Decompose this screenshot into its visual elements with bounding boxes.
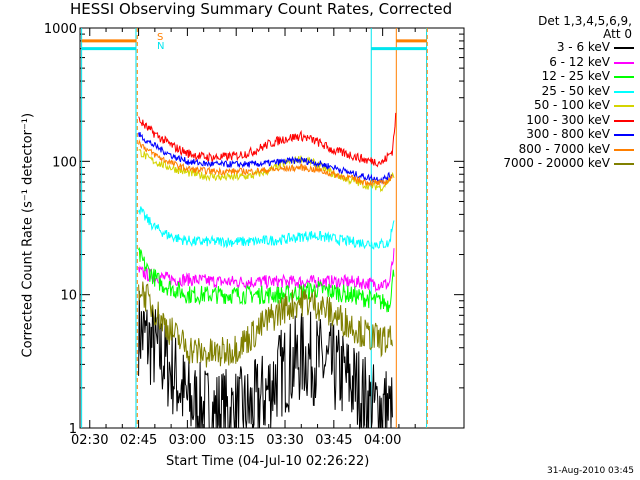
legend-label: 300 - 800 keV	[526, 127, 610, 141]
legend-label: 25 - 50 keV	[542, 84, 610, 98]
legend-swatch	[614, 47, 634, 49]
legend-label: 50 - 100 keV	[534, 98, 610, 112]
legend-entry: 6 - 12 keV	[480, 55, 640, 69]
legend-swatch	[614, 76, 634, 78]
legend-label: 100 - 300 keV	[526, 113, 610, 127]
x-tick-label: 03:15	[217, 433, 254, 448]
legend-label: 800 - 7000 keV	[519, 142, 610, 156]
legend-label: 3 - 6 keV	[557, 40, 610, 54]
series-line	[139, 248, 394, 291]
chart-title: HESSI Observing Summary Count Rates, Cor…	[70, 2, 452, 17]
y-tick-label: 1000	[44, 22, 77, 37]
legend-entry: 800 - 7000 keV	[480, 142, 640, 156]
legend-entry: 3 - 6 keV	[480, 40, 640, 54]
legend-entry: 100 - 300 keV	[480, 113, 640, 127]
legend-swatch	[614, 163, 634, 165]
legend-entry: 7000 - 20000 keV	[480, 156, 640, 170]
legend-swatch	[614, 105, 634, 107]
legend-swatch	[614, 62, 634, 64]
y-tick-label: 1	[69, 422, 77, 437]
legend-label: 6 - 12 keV	[549, 55, 610, 69]
x-axis-label: Start Time (04-Jul-10 02:26:22)	[166, 454, 369, 469]
footer-date: 31-Aug-2010 03:45	[547, 464, 634, 479]
y-tick-label: 100	[52, 155, 77, 170]
x-tick-label: 02:45	[120, 433, 157, 448]
y-tick-label: 10	[60, 289, 77, 304]
flag-n-label: N	[157, 42, 164, 52]
x-tick-label: 04:00	[364, 433, 401, 448]
legend-entry: 50 - 100 keV	[480, 98, 640, 112]
legend-swatch	[614, 120, 634, 122]
legend: 3 - 6 keV 6 - 12 keV 12 - 25 keV 25 - 50 ke…	[480, 40, 640, 190]
legend-entry: 25 - 50 keV	[480, 84, 640, 98]
x-tick-label: 03:30	[266, 433, 303, 448]
legend-label: 7000 - 20000 keV	[503, 156, 610, 170]
series-line	[139, 207, 394, 249]
legend-entry: 12 - 25 keV	[480, 69, 640, 83]
legend-entry: 300 - 800 keV	[480, 127, 640, 141]
x-tick-label: 03:45	[315, 433, 352, 448]
legend-swatch	[614, 149, 634, 151]
legend-label: 12 - 25 keV	[542, 69, 610, 83]
legend-swatch	[614, 134, 634, 136]
legend-swatch	[614, 91, 634, 93]
y-axis-label: Corrected Count Rate (s⁻¹ detector⁻¹)	[21, 118, 36, 358]
x-tick-label: 03:00	[169, 433, 206, 448]
